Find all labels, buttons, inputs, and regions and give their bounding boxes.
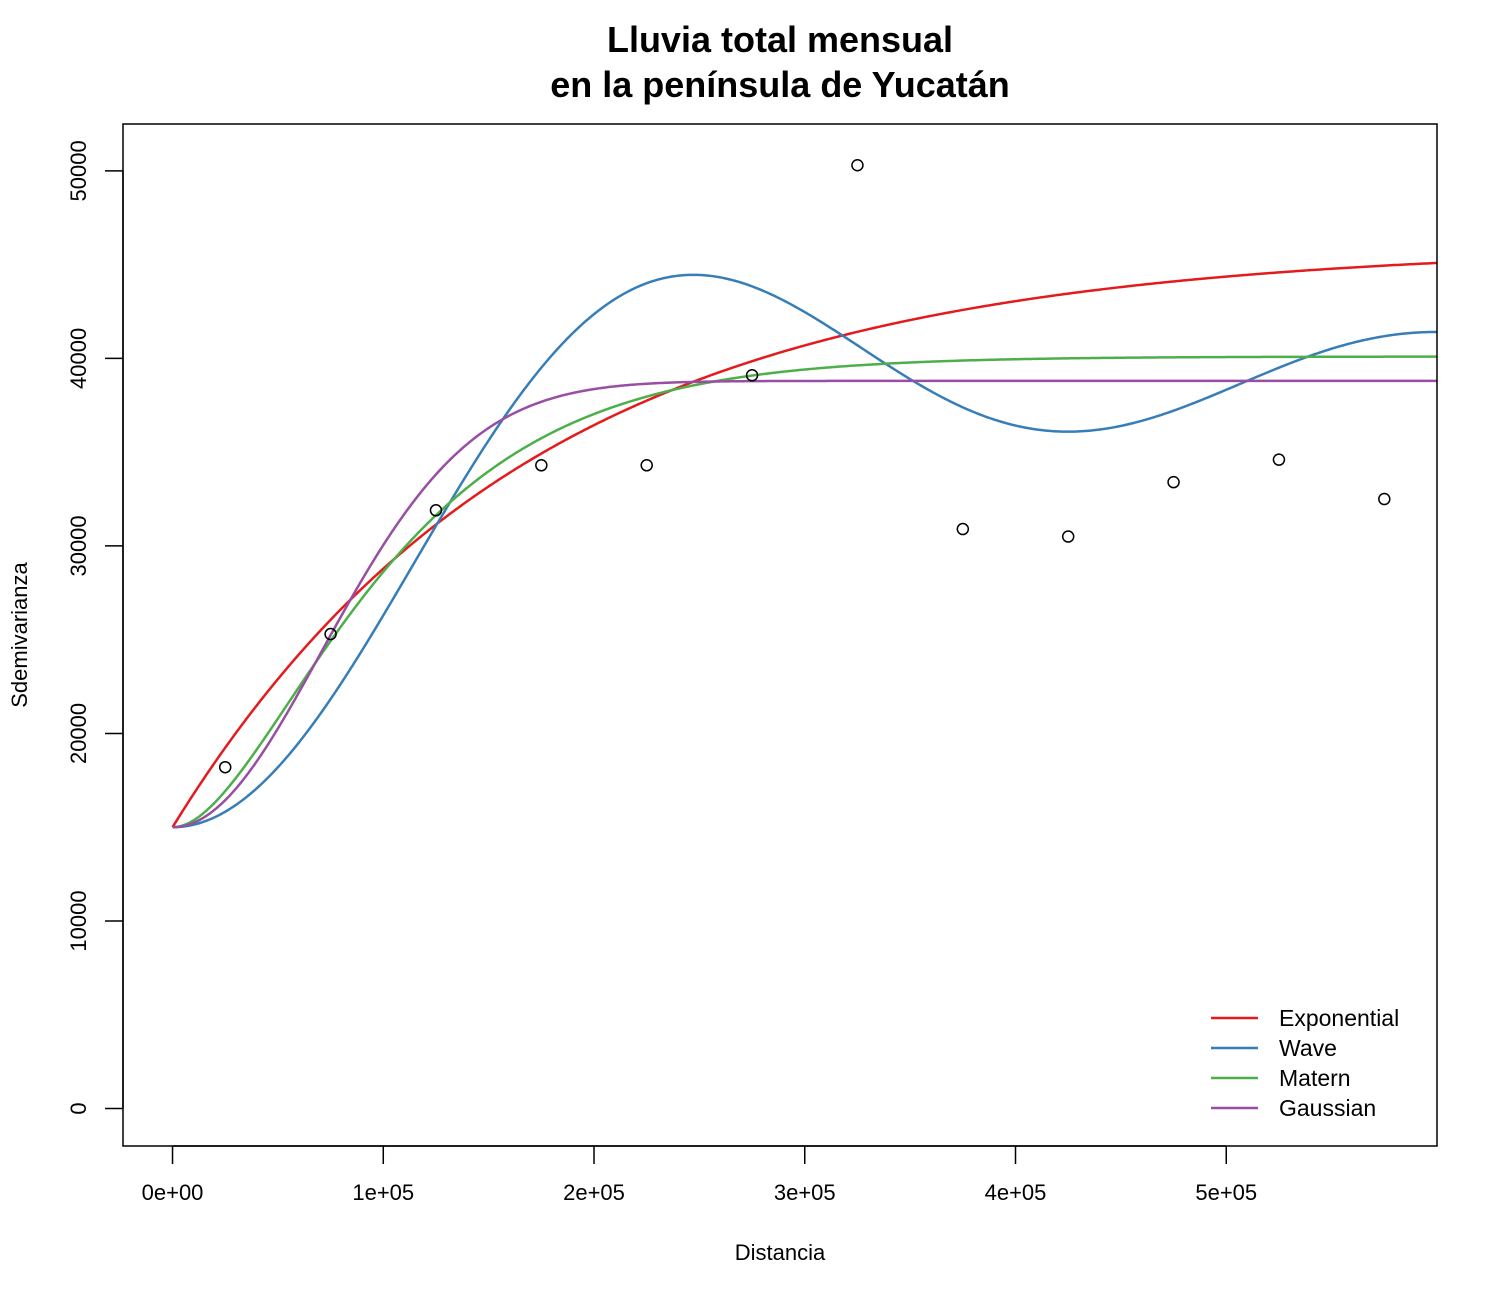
curve-matern bbox=[172, 355, 1437, 829]
data-point bbox=[851, 159, 864, 172]
legend-label-matern: Matern bbox=[1279, 1065, 1351, 1091]
x-tick-label: 0e+00 bbox=[142, 1180, 204, 1205]
legend-label-exponential: Exponential bbox=[1279, 1005, 1399, 1031]
y-axis-title: Sdemivarianza bbox=[7, 561, 32, 707]
y-tick-label: 10000 bbox=[66, 890, 91, 951]
curve-wave bbox=[172, 273, 1438, 829]
y-tick-label: 0 bbox=[66, 1102, 91, 1114]
x-tick-label: 4e+05 bbox=[985, 1180, 1047, 1205]
data-point bbox=[745, 369, 759, 382]
data-point bbox=[1167, 475, 1180, 489]
legend: Exponential Wave Matern Gaussian bbox=[1211, 1005, 1399, 1121]
curve-gaussian bbox=[172, 379, 1437, 829]
model-curves bbox=[171, 261, 1438, 829]
data-point bbox=[429, 504, 443, 517]
data-point bbox=[535, 459, 548, 472]
x-tick-label: 3e+05 bbox=[774, 1180, 836, 1205]
x-tick-label: 1e+05 bbox=[352, 1180, 414, 1205]
data-point bbox=[956, 522, 970, 536]
data-point bbox=[1061, 530, 1075, 543]
empirical-points bbox=[218, 159, 1391, 774]
x-tick-label: 5e+05 bbox=[1195, 1180, 1257, 1205]
y-tick-label: 50000 bbox=[66, 140, 91, 201]
chart-title-line-2: en la península de Yucatán bbox=[550, 64, 1010, 105]
data-point bbox=[218, 760, 232, 774]
y-axis: 0 10000 20000 30000 40000 50000 bbox=[66, 140, 124, 1115]
y-tick-label: 40000 bbox=[66, 328, 91, 389]
data-point bbox=[1272, 453, 1286, 466]
data-point bbox=[1378, 492, 1391, 506]
x-axis: 0e+00 1e+05 2e+05 3e+05 4e+05 5e+05 bbox=[142, 1145, 1257, 1205]
legend-label-wave: Wave bbox=[1279, 1035, 1337, 1061]
y-tick-label: 20000 bbox=[66, 703, 91, 764]
legend-label-gaussian: Gaussian bbox=[1279, 1095, 1376, 1121]
data-point bbox=[324, 627, 337, 641]
chart-title-line-1: Lluvia total mensual bbox=[607, 19, 953, 60]
curve-exponential bbox=[171, 261, 1438, 828]
data-point bbox=[640, 459, 653, 472]
x-axis-title: Distancia bbox=[735, 1240, 826, 1265]
x-tick-label: 2e+05 bbox=[563, 1180, 625, 1205]
plot-frame bbox=[122, 123, 1438, 1147]
y-tick-label: 30000 bbox=[66, 515, 91, 576]
